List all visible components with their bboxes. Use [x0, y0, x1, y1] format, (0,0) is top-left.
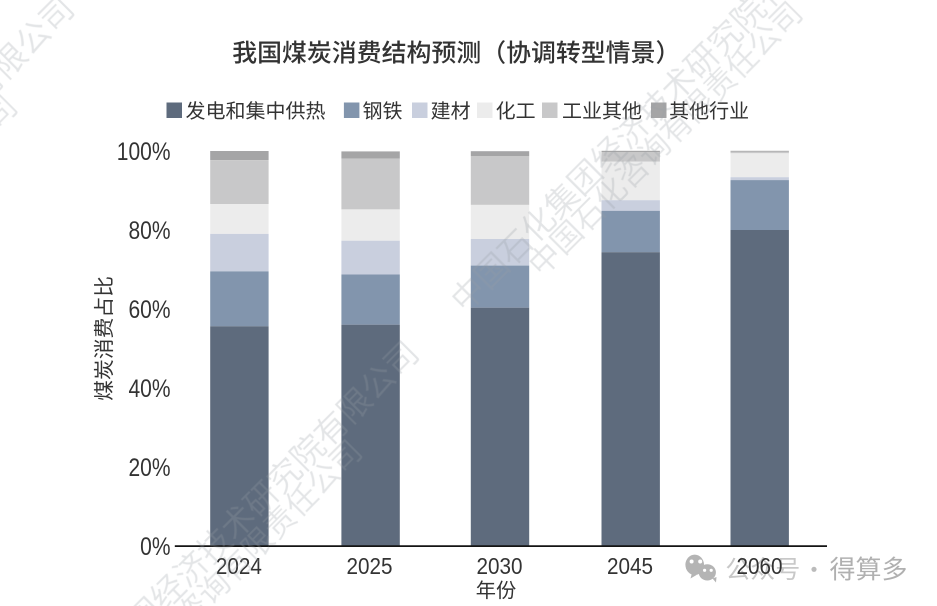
svg-text:80%: 80%: [128, 216, 170, 244]
svg-text:40%: 40%: [128, 374, 170, 402]
svg-text:20%: 20%: [128, 453, 170, 481]
svg-text:0%: 0%: [140, 532, 170, 560]
svg-text:2045: 2045: [607, 553, 653, 580]
svg-text:2060: 2060: [737, 553, 783, 580]
svg-text:60%: 60%: [128, 295, 170, 323]
svg-text:100%: 100%: [117, 137, 171, 165]
svg-text:2025: 2025: [347, 553, 393, 580]
svg-text:2030: 2030: [477, 553, 523, 580]
